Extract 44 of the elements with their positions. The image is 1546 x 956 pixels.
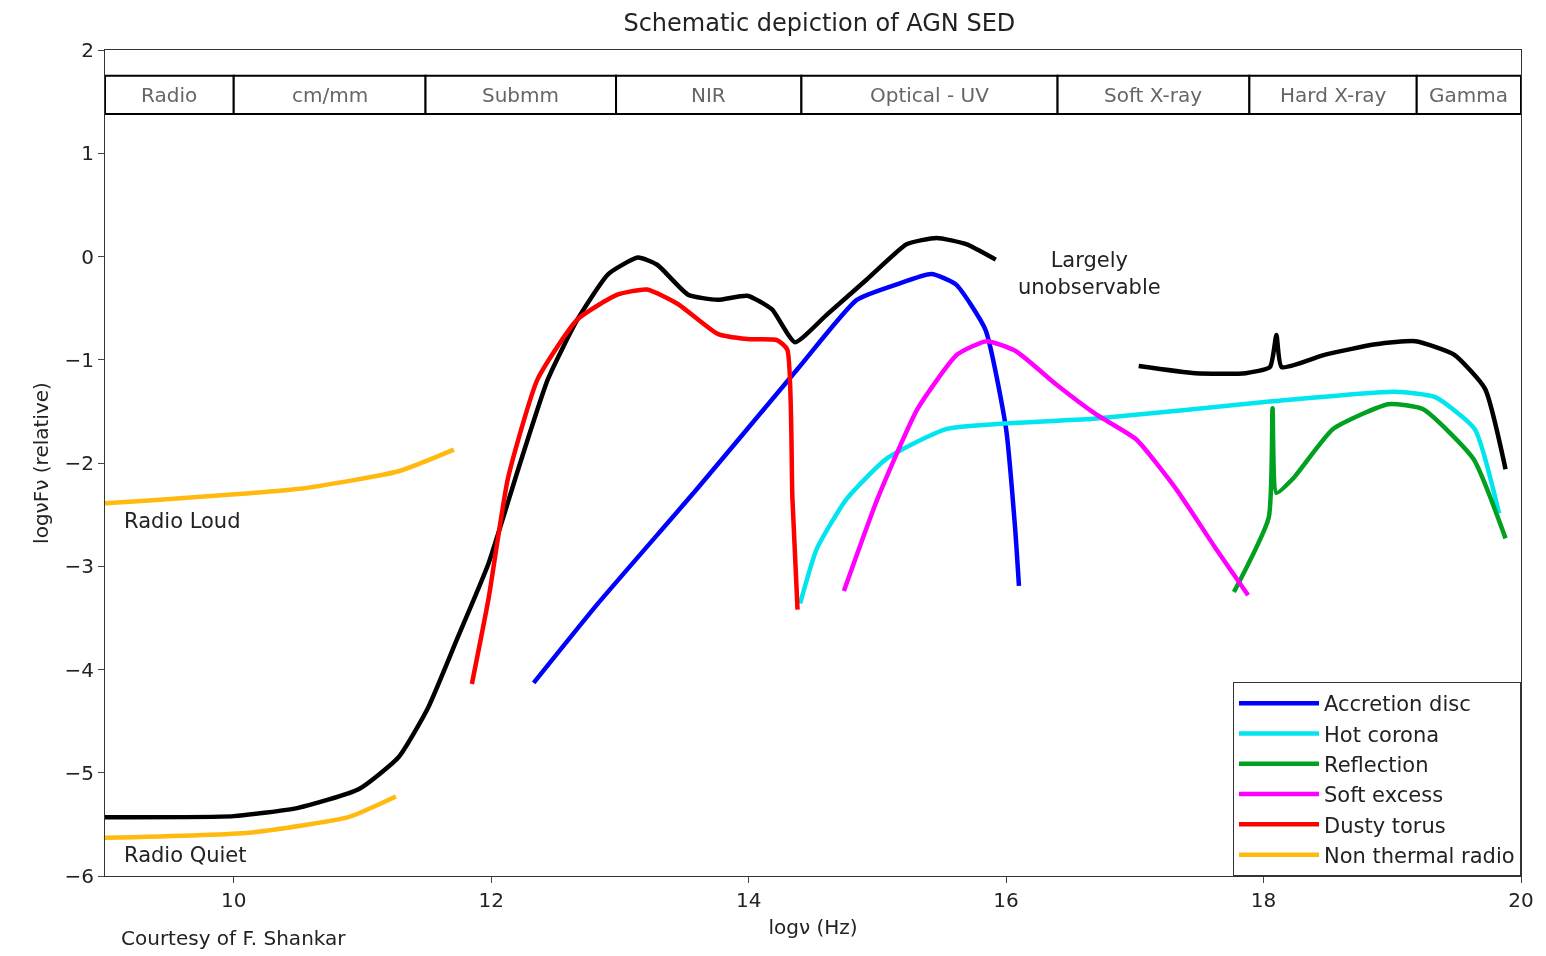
y-tick-label: 2 [81,38,94,62]
band-label: Gamma [1429,83,1508,107]
y-tick-label: −4 [64,657,94,682]
band-label: Optical - UV [870,83,990,107]
legend-label: Non thermal radio [1324,843,1515,868]
band-label: Radio [141,83,198,107]
x-tick-label: 12 [478,888,504,912]
y-tick-label: 1 [81,141,94,166]
band-label: NIR [691,83,726,107]
annotation: Radio Quiet [124,843,247,867]
x-tick-label: 16 [993,888,1019,912]
y-tick-label: −3 [64,554,94,579]
x-tick-label: 10 [221,888,247,912]
line-series [797,389,1502,606]
annotation: Largely unobservable [1018,248,1161,300]
line-series [1136,332,1508,472]
y-tick-label: −6 [64,864,94,888]
y-tick-label: −5 [64,760,94,785]
band-label: cm/mm [292,83,369,107]
line-series [469,287,800,687]
legend-label: Reflection [1324,752,1429,777]
line-series [105,794,399,841]
legend-label: Dusty torus [1324,813,1446,838]
line-series [105,447,457,506]
legend-label: Accretion disc [1324,692,1471,717]
annotation: Radio Loud [124,509,241,533]
band-label: Hard X-ray [1280,83,1387,107]
band-label: Submm [482,83,560,107]
y-axis-title: logνFν (relative) [29,382,54,544]
x-axis-title: logν (Hz) [768,914,858,939]
text: Courtesy of F. Shankar [121,926,347,950]
x-tick-label: 20 [1508,888,1534,912]
y-tick-label: −1 [64,347,94,372]
band-label: Soft X-ray [1104,83,1203,107]
line-series [841,338,1251,598]
x-tick-label: 18 [1250,888,1277,912]
line-series [1231,401,1508,595]
legend-label: Hot corona [1324,722,1440,747]
legend-label: Soft excess [1324,783,1444,808]
x-tick-label: 14 [735,888,762,912]
y-tick-label: −2 [64,451,94,475]
chart-title: Schematic depiction of AGN SED [623,9,1016,38]
y-tick-label: 0 [81,244,94,269]
line-series [105,235,999,820]
